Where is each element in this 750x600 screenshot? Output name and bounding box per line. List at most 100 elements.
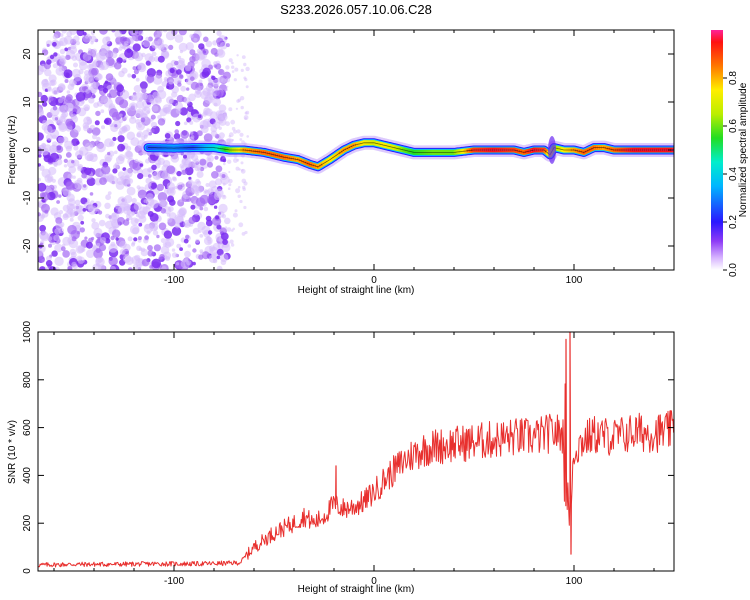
noise-dot [104,80,108,84]
signal-trace [141,135,674,174]
noise-dot [50,129,60,139]
noise-dot [152,75,163,85]
noise-dot [232,227,235,231]
noise-dot [92,53,97,58]
noise-dot [71,138,80,147]
noise-dot [202,48,209,56]
noise-dot [132,227,140,235]
noise-dot [143,223,154,234]
noise-dot [53,52,58,57]
noise-dot [137,173,144,180]
noise-dot [55,222,63,230]
noise-dot [178,42,188,52]
noise-dot [237,98,242,102]
noise-dot [181,159,187,165]
noise-dot [119,201,129,211]
noise-dot [194,158,200,164]
noise-dot [138,222,143,227]
noise-dot [223,71,231,80]
y-tick-label: 600 [22,419,33,436]
noise-dot [58,98,64,104]
noise-dot [222,158,227,163]
noise-dot [62,236,72,246]
noise-dot [46,43,50,48]
noise-dot [147,182,152,187]
noise-dot [234,67,239,72]
colorbar-tick-label: 0.4 [728,167,739,181]
noise-dot [150,121,158,129]
noise-dot [243,205,247,210]
noise-dot [56,200,60,204]
spectrogram-x-label: Height of straight line (km) [298,285,415,296]
noise-dot [172,176,176,181]
noise-dot [38,132,44,141]
noise-dot [185,234,190,239]
x-tick-label: 100 [566,275,583,286]
x-tick-label: -100 [164,275,184,286]
y-tick-label: -20 [22,238,33,253]
noise-dot [199,206,204,211]
noise-dot [219,41,228,50]
noise-dot [40,94,48,103]
noise-dot [178,30,187,36]
noise-dot [153,244,161,252]
noise-dot [96,136,101,142]
noise-dot [71,160,75,164]
noise-dot [152,91,160,99]
noise-dot [161,171,170,180]
noise-dot [69,217,74,222]
noise-dot [92,134,97,140]
noise-dot [187,180,192,185]
y-tick-label: 0 [22,568,33,574]
noise-dot [212,40,218,46]
noise-dot [104,202,111,209]
noise-dot [136,213,140,218]
noise-dot [130,94,138,101]
noise-dot [145,99,150,103]
noise-dot [96,73,103,81]
noise-dot [147,174,152,178]
noise-dot [211,171,219,179]
noise-dot [59,66,63,70]
noise-dot [180,259,190,269]
noise-dot [236,54,239,57]
noise-dot [55,158,63,166]
noise-dot [93,227,103,238]
noise-dot [38,177,41,182]
noise-dot [235,166,240,171]
noise-dot [213,205,218,209]
noise-dot [196,130,203,137]
noise-dot [216,224,222,230]
noise-dot [215,165,223,173]
noise-dot [94,120,100,126]
noise-dot [41,49,49,56]
noise-dot [229,239,234,244]
noise-dot [134,52,144,62]
noise-dot [65,152,72,158]
x-tick-label: 100 [566,576,583,587]
y-tick-label: 800 [22,371,33,388]
noise-dot [62,213,69,220]
y-tick-label: 20 [22,48,33,60]
noise-dot [216,49,226,58]
noise-dot [135,110,143,118]
noise-dot [158,199,166,208]
noise-dot [168,79,174,85]
noise-dot [230,243,235,247]
noise-dot [52,41,57,47]
noise-dot [85,92,92,99]
noise-dot [39,266,46,270]
noise-dot [131,197,137,204]
noise-dot [69,46,78,54]
noise-dot [126,131,136,141]
noise-dot [67,224,77,235]
noise-dot [85,88,90,94]
y-tick-label: 0 [22,147,33,153]
noise-dot [138,30,144,36]
noise-dot [123,168,133,178]
noise-dot [65,54,71,61]
noise-dot [102,87,109,93]
noise-dot [82,33,92,43]
noise-dot [144,235,149,240]
noise-dot [119,113,123,118]
